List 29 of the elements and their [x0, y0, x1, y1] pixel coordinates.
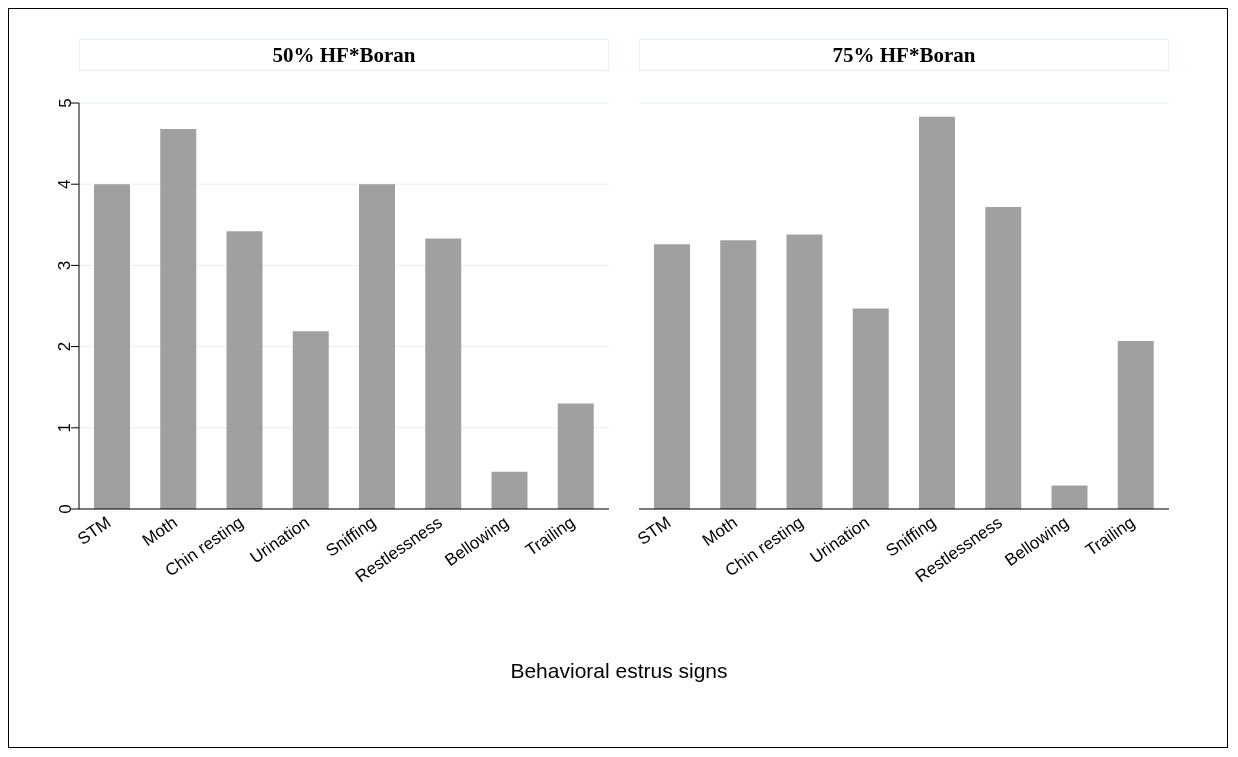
bar — [1051, 485, 1088, 509]
chart-title: 50% HF*Boran — [79, 39, 609, 71]
bar — [226, 231, 263, 509]
bar — [919, 116, 955, 509]
y-tick-label: 1 — [55, 423, 75, 433]
bar — [654, 244, 690, 509]
y-tick-label: 3 — [55, 260, 75, 271]
bar — [720, 240, 757, 509]
bar — [786, 234, 823, 509]
bar — [491, 471, 528, 509]
y-tick-label: 2 — [55, 341, 75, 352]
y-tick-label: 4 — [55, 179, 75, 189]
x-axis-title: Behavioral estrus signs — [510, 659, 728, 682]
x-tick-label: Moth — [138, 512, 181, 550]
bar — [94, 184, 130, 509]
bar — [359, 184, 395, 509]
bar — [852, 308, 889, 509]
bar — [557, 403, 594, 509]
chart-title: 75% HF*Boran — [639, 39, 1169, 71]
x-tick-label: STM — [634, 512, 675, 549]
x-tick-label: STM — [74, 512, 115, 549]
bar — [292, 331, 329, 509]
bar — [985, 206, 1022, 509]
x-tick-label: Moth — [698, 512, 741, 550]
bar — [1117, 340, 1154, 509]
y-tick-label: 5 — [55, 98, 75, 108]
bar — [425, 238, 462, 509]
bar — [160, 128, 197, 509]
y-tick-label: 0 — [55, 504, 75, 514]
